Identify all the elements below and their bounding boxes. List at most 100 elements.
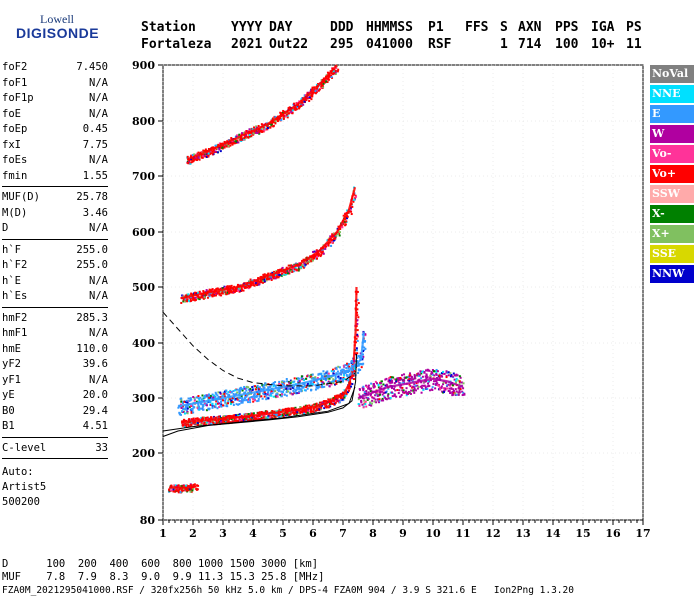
data-point — [373, 400, 376, 403]
data-point — [341, 368, 344, 371]
data-point — [375, 392, 378, 395]
data-point — [378, 401, 381, 404]
data-point — [236, 398, 239, 401]
data-point — [277, 390, 280, 393]
data-point — [353, 198, 356, 201]
data-point — [407, 393, 410, 396]
data-point — [238, 387, 241, 390]
data-point — [233, 142, 236, 145]
data-point — [319, 255, 322, 258]
data-point — [389, 381, 392, 384]
data-point — [269, 415, 272, 418]
data-point — [397, 392, 400, 395]
data-point — [272, 381, 275, 384]
data-point — [308, 96, 311, 99]
data-point — [178, 491, 181, 494]
data-point — [335, 382, 338, 385]
param-key: h`F2 — [2, 259, 28, 271]
data-point — [262, 126, 265, 129]
data-point — [320, 79, 323, 82]
data-point — [180, 301, 183, 304]
param-fof2: foF2 7.450 — [2, 60, 108, 75]
data-point — [227, 393, 230, 396]
data-point — [326, 372, 329, 375]
data-point — [207, 398, 210, 401]
data-point — [274, 277, 277, 280]
data-point — [237, 287, 240, 290]
data-point — [196, 155, 199, 158]
data-point — [244, 417, 247, 420]
data-point — [458, 391, 461, 394]
param-hf2: h`F2 255.0 — [2, 258, 108, 273]
data-point — [296, 386, 299, 389]
data-point — [217, 288, 220, 291]
data-point — [208, 422, 211, 425]
data-point — [207, 148, 210, 151]
data-point — [280, 112, 283, 115]
param-fof1: foF1 N/A — [2, 76, 108, 91]
data-point — [252, 398, 255, 401]
data-point — [356, 360, 359, 363]
data-point — [262, 385, 265, 388]
data-point — [201, 405, 204, 408]
data-point — [356, 314, 359, 317]
data-point — [303, 262, 306, 265]
data-point — [238, 287, 241, 290]
data-point — [241, 401, 244, 404]
data-point — [384, 391, 387, 394]
data-point — [334, 377, 337, 380]
data-point — [266, 127, 269, 130]
data-point — [248, 128, 251, 131]
param-fmin: fmin 1.55 — [2, 169, 108, 184]
data-point — [336, 70, 339, 73]
data-point — [300, 375, 303, 378]
data-point — [229, 398, 232, 401]
data-point — [268, 394, 271, 397]
data-point — [323, 80, 326, 83]
header-label-p1: P1 — [428, 20, 444, 35]
data-point — [325, 80, 328, 83]
data-point — [182, 402, 185, 405]
data-point — [224, 286, 227, 289]
data-point — [311, 383, 314, 386]
data-point — [172, 488, 175, 491]
header-label-ddd: DDD — [330, 20, 354, 35]
data-point — [360, 399, 363, 402]
data-point — [451, 391, 454, 394]
data-point — [462, 387, 465, 390]
data-point — [345, 364, 348, 367]
data-point — [218, 402, 221, 405]
data-point — [308, 374, 311, 377]
data-point — [216, 400, 219, 403]
data-point — [328, 377, 331, 380]
data-point — [214, 150, 217, 153]
data-point — [239, 418, 242, 421]
param-value: N/A — [89, 222, 108, 234]
data-point — [307, 408, 310, 411]
data-point — [184, 422, 187, 425]
data-point — [389, 378, 392, 381]
data-point — [375, 382, 378, 385]
data-point — [359, 355, 362, 358]
data-point — [261, 278, 264, 281]
data-point — [207, 407, 210, 410]
data-point — [283, 271, 286, 274]
data-point — [218, 142, 221, 145]
data-point — [287, 269, 290, 272]
data-point — [357, 302, 360, 305]
data-point — [247, 388, 250, 391]
data-point — [390, 387, 393, 390]
data-point — [192, 487, 195, 490]
data-point — [428, 389, 431, 392]
data-point — [409, 372, 412, 375]
data-point — [235, 418, 238, 421]
data-point — [242, 419, 245, 422]
data-point — [278, 380, 281, 383]
data-point — [314, 376, 317, 379]
data-point — [333, 403, 336, 406]
data-point — [186, 407, 189, 410]
data-point — [425, 373, 428, 376]
data-point — [241, 417, 244, 420]
header-value-9: 10+ — [591, 37, 615, 52]
data-point — [349, 373, 352, 376]
